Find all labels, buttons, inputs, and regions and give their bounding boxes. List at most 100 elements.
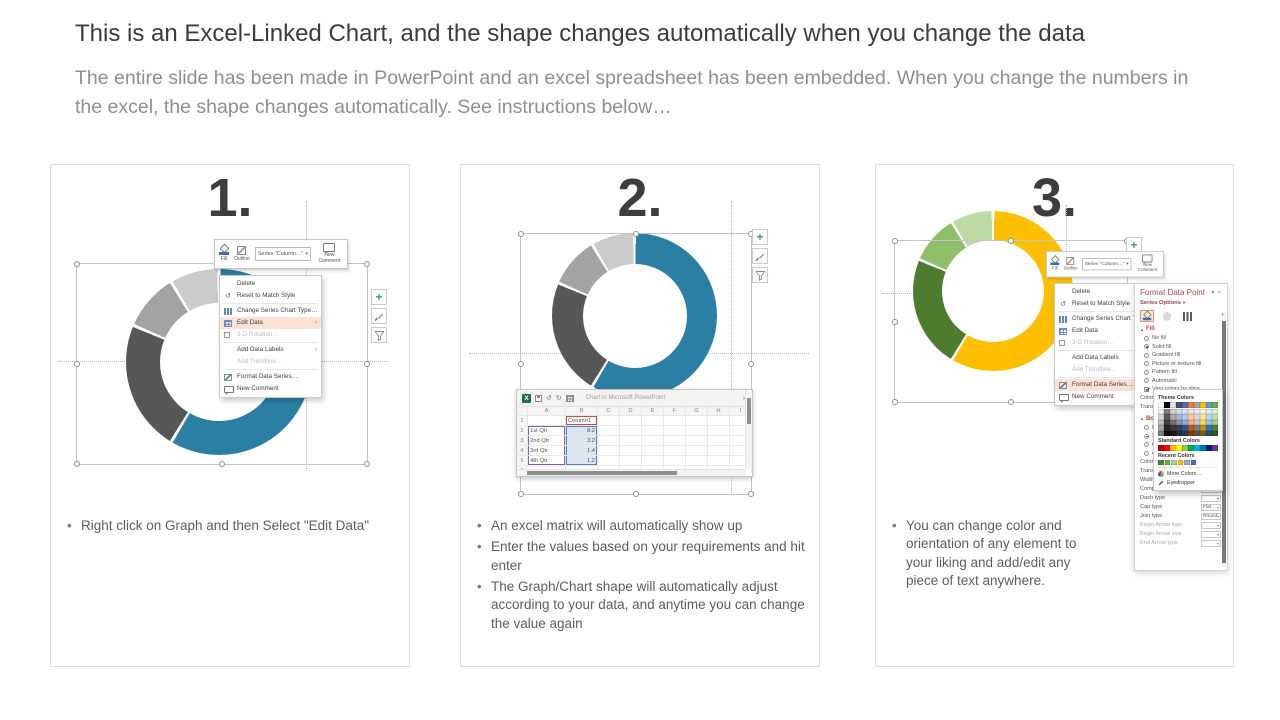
selection-handle[interactable]	[364, 461, 370, 467]
fill-button[interactable]: Fill	[219, 245, 229, 262]
selection-handle[interactable]	[892, 318, 898, 325]
color-swatch[interactable]	[1194, 445, 1200, 451]
color-swatch[interactable]	[1182, 419, 1188, 425]
excel-cell[interactable]	[620, 436, 642, 446]
selection-handle[interactable]	[74, 261, 80, 267]
menu-item-change-series-chart-type[interactable]: Change Series Chart Type…	[1055, 313, 1156, 325]
color-swatch[interactable]	[1188, 402, 1194, 408]
color-swatch[interactable]	[1182, 414, 1188, 420]
color-swatch[interactable]	[1170, 425, 1176, 431]
color-swatch[interactable]	[1182, 430, 1188, 436]
donut-chart[interactable]	[913, 211, 1073, 371]
selection-handle[interactable]	[74, 461, 80, 467]
color-swatch[interactable]	[1194, 402, 1200, 408]
menu-item-new-comment[interactable]: New Comment	[220, 383, 321, 395]
color-swatch[interactable]	[1206, 430, 1212, 436]
color-swatch[interactable]	[1176, 425, 1182, 431]
donut-chart[interactable]	[552, 233, 717, 398]
color-swatch[interactable]	[1188, 445, 1194, 451]
color-swatch[interactable]	[1170, 414, 1176, 420]
selection-handle[interactable]	[892, 399, 898, 405]
series-options-tab[interactable]	[1180, 310, 1194, 322]
color-swatch[interactable]	[1182, 425, 1188, 431]
excel-row-header[interactable]: 3	[517, 436, 528, 446]
excel-cell[interactable]	[620, 426, 642, 436]
chart-elements-button[interactable]: +	[371, 289, 387, 305]
excel-cell[interactable]: 8.2	[566, 426, 598, 436]
menu-item-edit-data[interactable]: Edit Data ›	[220, 317, 321, 329]
excel-column-header[interactable]: G	[686, 407, 708, 416]
chart-elements-button[interactable]: +	[752, 229, 768, 245]
color-swatch[interactable]	[1212, 408, 1218, 414]
new-comment-button[interactable]: New Comment	[1136, 254, 1160, 274]
excel-cell[interactable]	[686, 426, 708, 436]
excel-column-header[interactable]: H	[708, 407, 730, 416]
color-swatch[interactable]	[1158, 408, 1164, 414]
color-swatch[interactable]	[1188, 414, 1194, 420]
excel-cell[interactable]	[598, 446, 620, 456]
color-swatch[interactable]	[1194, 425, 1200, 431]
fill-option-automatic[interactable]: Automatic	[1140, 377, 1221, 386]
menu-item-add-data-labels[interactable]: Add Data Labels ›	[220, 344, 321, 356]
scrollbar-thumb[interactable]	[747, 398, 751, 424]
selection-handle[interactable]	[633, 491, 639, 497]
color-swatch[interactable]	[1188, 425, 1194, 431]
excel-row-header[interactable]: 1	[517, 416, 528, 426]
effects-tab[interactable]	[1160, 310, 1174, 322]
color-swatch[interactable]	[1164, 459, 1170, 465]
property-dropdown[interactable]: ▾	[1201, 494, 1221, 502]
color-swatch[interactable]	[1194, 414, 1200, 420]
color-swatch[interactable]	[1188, 419, 1194, 425]
menu-item-new-comment[interactable]: New Comment	[1055, 391, 1156, 403]
redo-button[interactable]: ↻	[555, 394, 562, 402]
color-swatch[interactable]	[1206, 445, 1212, 451]
color-swatch[interactable]	[1194, 419, 1200, 425]
excel-cell[interactable]	[708, 446, 730, 456]
fill-button[interactable]: Fill	[1050, 257, 1060, 271]
fill-line-tab[interactable]	[1140, 310, 1154, 322]
color-swatch[interactable]	[1176, 445, 1182, 451]
excel-cell[interactable]	[686, 446, 708, 456]
color-swatch[interactable]	[1158, 445, 1164, 451]
color-swatch[interactable]	[1200, 414, 1206, 420]
color-swatch[interactable]	[1206, 425, 1212, 431]
excel-column-header[interactable]: B	[566, 407, 598, 416]
color-swatch[interactable]	[1164, 414, 1170, 420]
vertical-scrollbar[interactable]	[745, 390, 752, 470]
color-swatch[interactable]	[1194, 408, 1200, 414]
fill-option-gradient-fill[interactable]: Gradient fill	[1140, 351, 1221, 360]
color-swatch[interactable]	[1158, 425, 1164, 431]
excel-column-header[interactable]: D	[620, 407, 642, 416]
color-swatch[interactable]	[1164, 425, 1170, 431]
excel-cell[interactable]	[708, 436, 730, 446]
excel-cell[interactable]	[664, 446, 686, 456]
color-swatch[interactable]	[1206, 414, 1212, 420]
excel-row-header[interactable]: 2	[517, 426, 528, 436]
scrollbar-thumb[interactable]	[1222, 321, 1226, 563]
excel-cell[interactable]: 2nd Qtr	[528, 436, 566, 446]
color-swatch[interactable]	[1212, 414, 1218, 420]
color-swatch[interactable]	[1188, 430, 1194, 436]
excel-cell[interactable]	[642, 456, 664, 466]
excel-cell[interactable]	[686, 436, 708, 446]
excel-cell[interactable]	[528, 416, 566, 426]
color-swatch[interactable]	[1206, 419, 1212, 425]
excel-cell[interactable]	[664, 416, 686, 426]
close-icon[interactable]: ×	[1217, 289, 1221, 296]
excel-cell[interactable]	[686, 456, 708, 466]
property-dropdown[interactable]: Flat ▾	[1201, 503, 1221, 511]
excel-cell[interactable]	[664, 426, 686, 436]
selection-handle[interactable]	[364, 261, 370, 267]
color-swatch[interactable]	[1200, 430, 1206, 436]
property-dropdown[interactable]: ▾	[1201, 521, 1221, 529]
excel-cell[interactable]	[642, 436, 664, 446]
save-icon[interactable]	[535, 394, 542, 402]
color-swatch[interactable]	[1200, 402, 1206, 408]
color-swatch[interactable]	[1164, 408, 1170, 414]
fill-section-header[interactable]: ▲ Fill	[1140, 326, 1221, 332]
color-swatch[interactable]	[1177, 459, 1183, 465]
color-swatch[interactable]	[1170, 445, 1176, 451]
color-swatch[interactable]	[1190, 459, 1196, 465]
color-swatch[interactable]	[1170, 408, 1176, 414]
excel-cell[interactable]	[708, 426, 730, 436]
